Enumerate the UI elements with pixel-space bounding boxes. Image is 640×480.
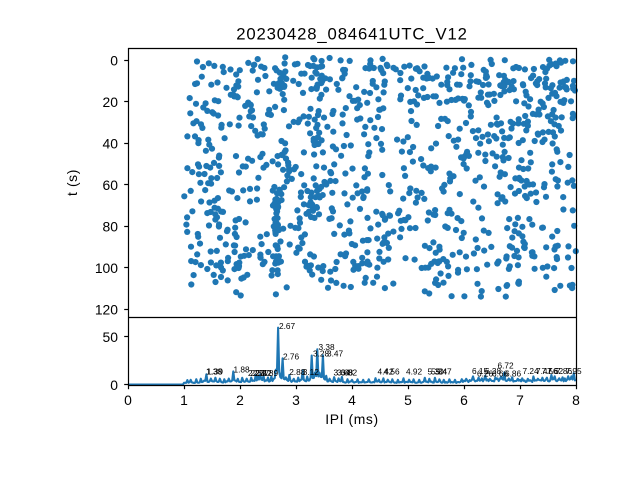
svg-text:6.86: 6.86 — [505, 369, 522, 379]
svg-text:7.86: 7.86 — [556, 366, 573, 376]
svg-text:4.42: 4.42 — [378, 367, 395, 377]
svg-text:2: 2 — [236, 392, 244, 408]
svg-text:5.30: 5.30 — [428, 367, 445, 377]
svg-text:3.38: 3.38 — [319, 342, 336, 352]
svg-text:IPI (ms): IPI (ms) — [325, 411, 378, 427]
svg-text:60: 60 — [103, 177, 119, 193]
svg-text:7: 7 — [516, 392, 524, 408]
svg-text:3.12: 3.12 — [303, 367, 320, 377]
svg-text:2.76: 2.76 — [283, 352, 300, 362]
svg-text:6.26: 6.26 — [477, 369, 494, 379]
svg-text:7.62: 7.62 — [547, 366, 564, 376]
svg-text:0: 0 — [124, 392, 132, 408]
svg-text:5.34: 5.34 — [431, 367, 448, 377]
svg-text:3.82: 3.82 — [341, 368, 358, 378]
svg-text:0: 0 — [110, 53, 118, 69]
svg-text:3: 3 — [292, 392, 300, 408]
svg-text:50: 50 — [103, 329, 119, 345]
svg-text:5: 5 — [404, 392, 412, 408]
svg-text:2.32: 2.32 — [251, 368, 268, 378]
svg-text:1.88: 1.88 — [234, 365, 251, 375]
svg-text:0: 0 — [110, 377, 118, 393]
svg-text:20: 20 — [103, 94, 119, 110]
svg-text:1.38: 1.38 — [206, 367, 223, 377]
svg-text:2.27: 2.27 — [248, 368, 265, 378]
svg-text:2.89: 2.89 — [262, 368, 279, 378]
svg-text:6: 6 — [460, 392, 468, 408]
svg-text:6.38: 6.38 — [485, 366, 502, 376]
svg-text:3.47: 3.47 — [327, 349, 344, 359]
svg-text:2.88: 2.88 — [289, 367, 306, 377]
svg-text:1.39: 1.39 — [207, 367, 224, 377]
svg-text:5.47: 5.47 — [436, 367, 453, 377]
svg-text:4: 4 — [348, 392, 356, 408]
svg-text:7.95: 7.95 — [566, 366, 583, 376]
svg-text:3.68: 3.68 — [337, 368, 354, 378]
svg-text:3.64: 3.64 — [334, 368, 351, 378]
svg-text:4.92: 4.92 — [406, 367, 423, 377]
svg-text:2.67: 2.67 — [279, 321, 296, 331]
svg-text:8: 8 — [572, 392, 580, 408]
svg-text:6.15: 6.15 — [472, 366, 489, 376]
svg-text:7.47: 7.47 — [536, 366, 553, 376]
svg-text:2.37: 2.37 — [253, 368, 270, 378]
svg-text:2.42: 2.42 — [256, 368, 273, 378]
svg-text:6.72: 6.72 — [498, 361, 515, 371]
svg-text:3.28: 3.28 — [313, 349, 330, 359]
svg-text:100: 100 — [95, 260, 118, 276]
svg-text:120: 120 — [95, 302, 118, 318]
svg-text:20230428_084641UTC_V12: 20230428_084641UTC_V12 — [236, 24, 468, 43]
svg-text:t (s): t (s) — [64, 169, 80, 196]
svg-text:40: 40 — [103, 136, 119, 152]
svg-text:80: 80 — [103, 219, 119, 235]
svg-text:6.66: 6.66 — [492, 369, 509, 379]
svg-text:7.24: 7.24 — [523, 366, 540, 376]
svg-text:4.56: 4.56 — [384, 367, 401, 377]
svg-text:1: 1 — [180, 392, 188, 408]
svg-text:7.56: 7.56 — [542, 366, 559, 376]
